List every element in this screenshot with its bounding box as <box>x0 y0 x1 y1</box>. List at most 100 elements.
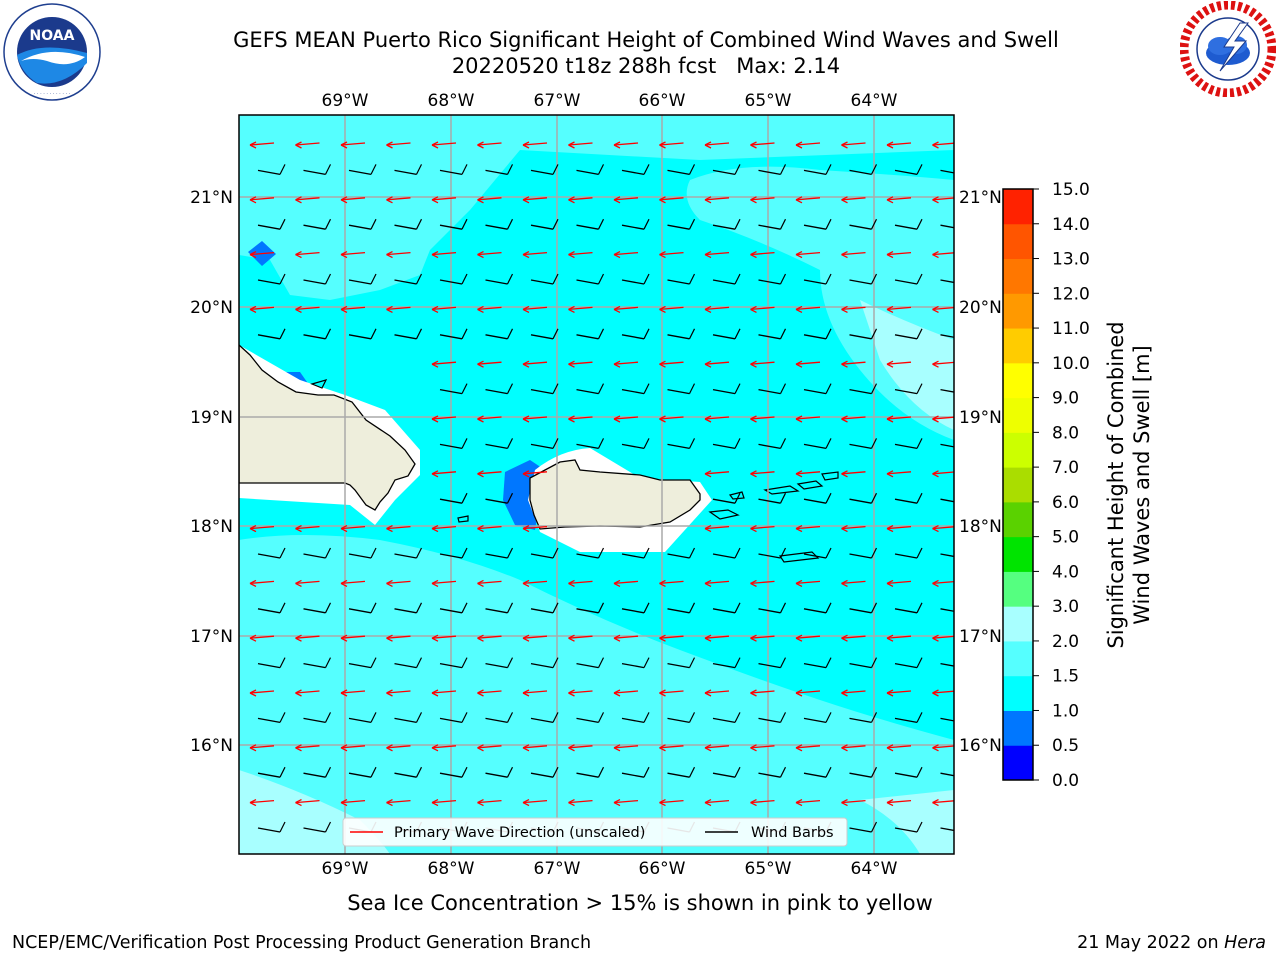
wind-barb <box>803 662 827 669</box>
wind-barb-feather <box>779 328 787 340</box>
wave-arrow-head <box>431 689 439 697</box>
wave-direction-arrow <box>386 799 411 804</box>
wind-barb <box>667 608 690 614</box>
wave-direction-arrow <box>431 251 457 256</box>
wave-arrow-head <box>795 689 803 697</box>
wave-arrow-head <box>386 634 393 642</box>
wave-direction-arrow <box>522 580 548 585</box>
wind-barb-feather <box>324 218 332 230</box>
wave-direction-arrow <box>841 142 866 146</box>
wave-direction-arrow <box>431 197 457 201</box>
nws-logo-icon <box>1180 1 1276 97</box>
wind-barb-feather <box>506 273 514 285</box>
wind-barb <box>712 553 736 559</box>
wave-direction-arrow <box>568 635 593 639</box>
wind-barb-feather <box>916 438 923 449</box>
wave-arrow-head <box>477 634 484 642</box>
wave-arrow-head <box>386 744 393 752</box>
wave-direction-arrow <box>522 635 548 639</box>
wind-barb-feather <box>415 547 423 559</box>
wave-direction-arrow <box>477 416 502 420</box>
wave-direction-arrow <box>478 855 502 857</box>
wind-barb-feather <box>643 547 650 559</box>
colorbar-tick-label: 7.0 <box>1052 458 1079 478</box>
wind-barb-feather <box>597 602 605 614</box>
wind-barb <box>485 224 508 230</box>
wave-direction-arrow <box>886 799 912 804</box>
wave-direction-arrow <box>613 142 639 146</box>
wind-barb-feather <box>461 712 468 723</box>
wave-direction-arrow <box>795 142 821 146</box>
wave-direction-arrow <box>841 361 866 365</box>
wind-barb-feather <box>461 547 468 559</box>
wind-barb-feather <box>461 657 468 668</box>
wave-direction-arrow <box>613 306 639 311</box>
wind-barb-feather <box>506 438 514 449</box>
wind-barb-feather <box>688 602 696 614</box>
wave-direction-arrow <box>477 799 502 804</box>
wave-direction-arrow <box>795 306 821 311</box>
wind-barb <box>667 717 690 724</box>
wave-direction-arrow <box>431 635 457 639</box>
colorbar-tick-label: 2.0 <box>1052 632 1079 652</box>
wave-arrow-head <box>522 360 530 368</box>
wind-barb-feather <box>779 766 787 778</box>
wave-direction-arrow <box>477 361 502 365</box>
wave-arrow-head <box>932 360 939 368</box>
wind-barb <box>530 224 554 230</box>
wind-barb <box>712 443 736 450</box>
wind-barb-feather <box>916 657 923 668</box>
wind-barb <box>257 662 281 669</box>
wave-direction-arrow <box>659 745 684 749</box>
wind-barb-feather <box>279 273 286 285</box>
wave-arrow-head <box>300 853 302 854</box>
wind-barb <box>485 608 508 614</box>
lon-label-bottom: 69°W <box>322 859 369 879</box>
wave-direction-arrow <box>249 635 275 639</box>
wind-barb-feather <box>734 218 741 230</box>
wave-arrow-head <box>886 744 894 752</box>
wave-direction-arrow <box>750 251 775 256</box>
wind-barb <box>803 279 827 285</box>
wave-arrow-head <box>841 799 848 807</box>
wave-direction-arrow <box>522 306 548 311</box>
wave-arrow-head <box>386 251 393 259</box>
wave-arrow-head <box>704 525 712 533</box>
wind-barb-feather <box>415 602 423 614</box>
wave-direction-arrow <box>886 251 912 256</box>
colorbar-tick-label: 11.0 <box>1052 319 1090 339</box>
wave-direction-arrow <box>841 471 866 475</box>
lon-label-bottom: 66°W <box>639 859 686 879</box>
wind-barb <box>576 662 599 669</box>
wind-barb <box>667 279 690 285</box>
wave-arrow-head <box>568 579 575 587</box>
wave-direction-arrow <box>431 799 457 804</box>
wave-arrow-head <box>249 689 257 697</box>
wind-barb-feather <box>963 658 968 668</box>
wave-direction-arrow <box>886 745 912 749</box>
wave-direction-arrow <box>614 855 638 857</box>
wind-barb-feather <box>688 383 696 394</box>
lon-label-bottom: 65°W <box>745 859 792 879</box>
lon-label-top: 69°W <box>322 91 369 111</box>
wave-direction-arrow <box>386 197 411 201</box>
wind-barb-feather <box>643 383 650 394</box>
wave-direction-arrow <box>795 471 821 475</box>
wave-direction-arrow <box>750 690 775 694</box>
wave-arrow-head <box>522 305 530 313</box>
wave-direction-arrow <box>386 142 411 146</box>
colorbar-swatch <box>1003 362 1033 399</box>
wind-barb <box>621 717 645 724</box>
wave-arrow-head <box>886 196 894 204</box>
wind-barb-feather <box>370 164 377 175</box>
map-panel <box>239 115 968 857</box>
wave-direction-arrow <box>932 526 954 530</box>
wind-barb <box>758 388 781 395</box>
wind-barb-feather <box>552 383 559 394</box>
wind-barb-feather <box>734 547 741 559</box>
wind-barb-feather <box>597 273 605 285</box>
wind-barb <box>894 717 918 724</box>
wave-arrow-head <box>659 360 666 368</box>
wind-barb <box>940 717 954 722</box>
wave-arrow-head <box>841 744 848 752</box>
